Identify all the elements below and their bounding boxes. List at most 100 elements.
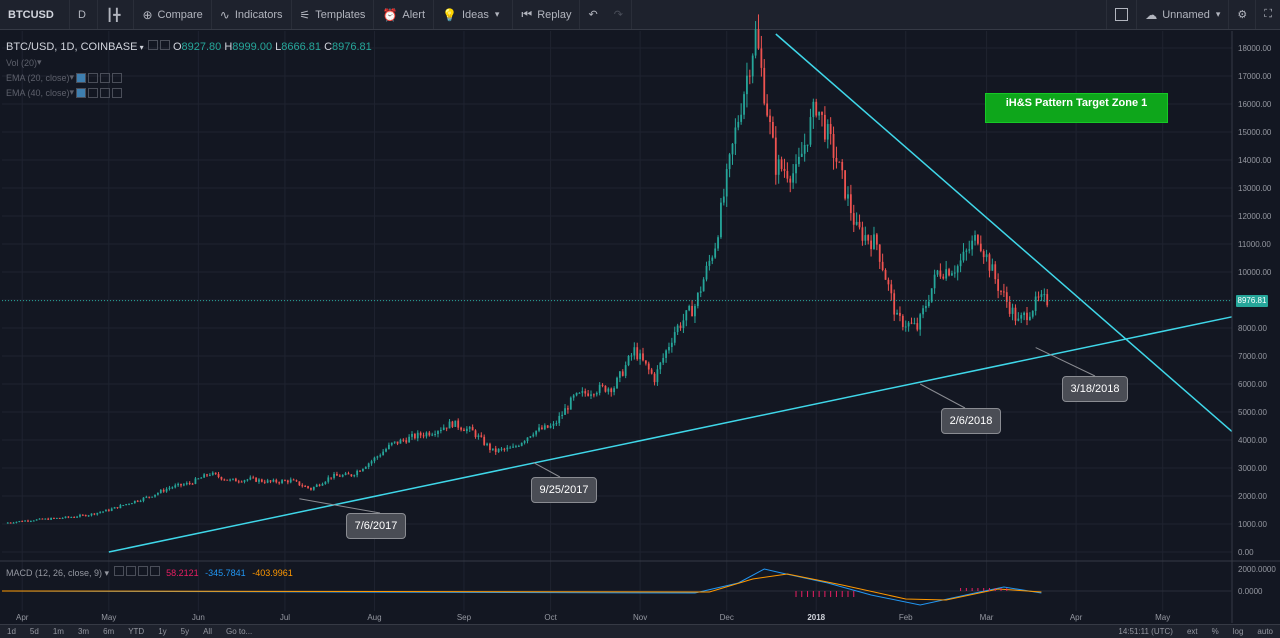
settings-icon[interactable] (125, 566, 136, 576)
indicators-button[interactable]: ∿ Indicators (212, 0, 292, 29)
candle-body (977, 235, 979, 244)
eye-icon[interactable] (76, 72, 87, 83)
open-value: 8927.80 (181, 41, 222, 53)
more-icon[interactable] (149, 566, 160, 576)
trendline-resistance[interactable] (775, 33, 1233, 433)
percent-toggle[interactable]: % (1211, 627, 1219, 636)
range-1d[interactable]: 1d (7, 627, 16, 636)
indicator-vol[interactable]: Vol (20) ▾ (6, 57, 372, 68)
close-icon[interactable] (100, 87, 111, 98)
candle-body (520, 442, 523, 446)
target-zone-box[interactable]: iH&S Pattern Target Zone 1 (985, 93, 1168, 123)
candle-body (180, 483, 182, 486)
callout-7-6-2017[interactable]: 7/6/2017 (346, 513, 406, 539)
trendlines[interactable] (108, 33, 1233, 553)
chart-style-button[interactable]: ┃╋ (98, 0, 135, 29)
ext-toggle[interactable]: ext (1186, 627, 1198, 636)
series-eye-icon[interactable] (147, 40, 158, 50)
settings-icon[interactable] (88, 72, 99, 83)
undo-button[interactable]: ↶ (580, 0, 605, 29)
fullscreen-button[interactable]: ⛶ (1256, 0, 1280, 29)
series-settings-icon[interactable] (159, 40, 170, 50)
interval-selector[interactable]: D (70, 0, 98, 29)
candle-body (945, 269, 948, 279)
alert-button[interactable]: ⏰ Alert (374, 0, 435, 29)
eye-icon[interactable] (113, 566, 124, 576)
macd-pane[interactable]: 2000.0000 0.0000 (0, 560, 1280, 606)
candle-body (864, 235, 867, 241)
candle-body (223, 479, 226, 481)
candle-body (298, 481, 301, 486)
ideas-button[interactable]: 💡 Ideas ▾ (434, 0, 514, 29)
range-ytd[interactable]: YTD (128, 627, 145, 636)
candle-body (18, 521, 21, 523)
time-tick-label: May (101, 613, 116, 622)
candle-body (607, 388, 610, 392)
templates-button[interactable]: ⚟ Templates (292, 0, 375, 29)
candle-body (569, 397, 572, 410)
compare-button[interactable]: ⊕ Compare (134, 0, 212, 29)
replay-button[interactable]: ⏮ Replay (513, 0, 581, 29)
candle-body (685, 310, 688, 321)
fullscreen-layout-button[interactable] (1106, 0, 1138, 29)
price-tick-label: 4000.00 (1238, 436, 1267, 445)
range-5y[interactable]: 5y (180, 627, 190, 636)
candle-body (670, 342, 673, 347)
price-tick-label: 14000.00 (1238, 156, 1272, 165)
candle-body (506, 447, 509, 450)
candle-body (87, 515, 90, 517)
log-toggle[interactable]: log (1232, 627, 1244, 636)
ideas-label: Ideas (461, 8, 489, 21)
settings-icon[interactable] (88, 87, 99, 98)
trendline-support[interactable] (108, 316, 1233, 553)
range-1y[interactable]: 1y (158, 627, 167, 636)
candle-body (304, 486, 307, 488)
range-all[interactable]: All (203, 627, 212, 636)
eye-icon[interactable] (76, 87, 87, 98)
macd-label[interactable]: MACD (12, 26, close, 9) (6, 568, 103, 578)
candle-body (725, 169, 728, 197)
candle-body (517, 445, 520, 447)
time-axis[interactable]: Apr May Jun Jul Aug Sep Oct Nov Dec 2018 Feb Mar Apr… (16, 613, 1170, 622)
more-icon[interactable] (112, 87, 123, 98)
candle-body (633, 347, 636, 356)
candle-body (838, 161, 841, 163)
series-title[interactable]: BTC/USD, 1D, COINBASE (6, 41, 138, 53)
callout-2-6-2018[interactable]: 2/6/2018 (941, 408, 1001, 434)
range-1m[interactable]: 1m (52, 627, 64, 636)
close-icon[interactable] (100, 72, 111, 83)
candle-body (809, 117, 812, 145)
callout-3-18-2018[interactable]: 3/18/2018 (1062, 376, 1128, 402)
goto-button[interactable]: Go to... (225, 627, 253, 636)
auto-toggle[interactable]: auto (1257, 627, 1273, 636)
callout-pointer (1035, 347, 1096, 377)
candle-body (676, 325, 679, 333)
price-axis[interactable]: 18000.00 17000.00 16000.00 15000.00 14000.00… (1231, 31, 1280, 624)
candle-body (84, 514, 87, 517)
more-icon[interactable] (112, 72, 123, 83)
symbol-search[interactable]: BTCUSD (0, 0, 70, 29)
candle-body (659, 362, 662, 370)
range-6m[interactable]: 6m (103, 627, 115, 636)
candle-body (460, 427, 462, 430)
range-5d[interactable]: 5d (29, 627, 39, 636)
candle-body (1014, 307, 1017, 321)
layout-save-button[interactable]: ☁ Unnamed ▾ (1137, 0, 1230, 29)
range-3m[interactable]: 3m (77, 627, 90, 636)
candle-body (982, 251, 985, 258)
indicator-ema20[interactable]: EMA (20, close) ▾ (6, 72, 372, 83)
settings-button[interactable]: ⚙ (1229, 0, 1257, 29)
candle-body (1031, 310, 1034, 317)
clock[interactable]: 14:51:11 (UTC) (1118, 627, 1173, 636)
close-icon[interactable] (137, 566, 148, 576)
indicator-ema40[interactable]: EMA (40, close) ▾ (6, 87, 372, 98)
candle-body (301, 485, 304, 487)
redo-button[interactable]: ↷ (606, 0, 632, 29)
callout-9-25-2017[interactable]: 9/25/2017 (531, 477, 597, 503)
candle-body (587, 393, 590, 396)
candle-body (154, 494, 156, 497)
candle-body (913, 323, 916, 325)
alarm-clock-icon: ⏰ (382, 7, 398, 22)
candle-body (318, 484, 321, 486)
